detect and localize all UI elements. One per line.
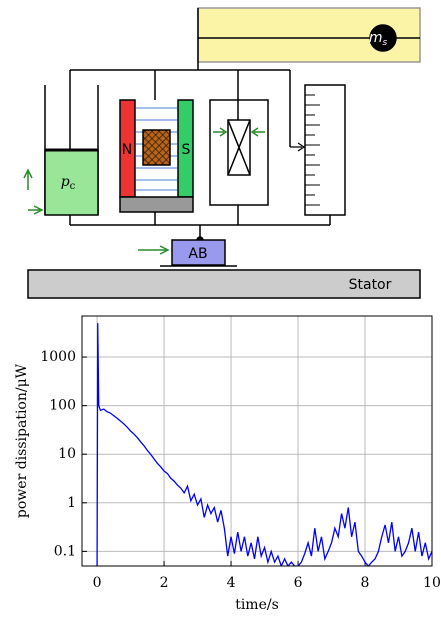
diagram: [23, 7, 421, 299]
y-tick-label: 100: [49, 398, 76, 414]
coil: [142, 129, 171, 166]
x-tick-label: 10: [423, 575, 441, 591]
x-tick-label: 8: [361, 575, 370, 591]
x-tick-label: 2: [160, 575, 169, 591]
x-axis-label: time/s: [235, 597, 279, 613]
plot-area: [82, 316, 432, 566]
bearing: [171, 239, 226, 266]
damper: [209, 99, 269, 206]
pointer: [290, 142, 306, 152]
y-tick-label: 1000: [40, 349, 76, 365]
y-axis-label: power dissipation/μW: [14, 363, 30, 518]
y-tick-label: 10: [58, 446, 76, 462]
y-tick-label: 0.1: [54, 543, 76, 559]
arrow: [138, 245, 170, 255]
yoke: [119, 196, 194, 213]
pressure-symbol: p: [61, 174, 70, 190]
bearing-label: AB: [188, 246, 207, 262]
scale-ticks: [305, 94, 320, 206]
south-label: S: [182, 142, 191, 158]
north-label: N: [122, 142, 132, 158]
y-tick-label: 1: [67, 495, 76, 511]
arrow: [23, 168, 44, 215]
stator: [27, 269, 421, 299]
damper-cross: [227, 119, 251, 176]
data-line: [96, 323, 432, 566]
plot-frame: [81, 315, 433, 567]
mass: [369, 24, 397, 52]
x-tick-label: 0: [93, 575, 102, 591]
pressure-subscript: c: [70, 181, 76, 192]
mass-label: ms: [369, 30, 388, 48]
mass-subscript: s: [382, 38, 387, 48]
pressure-label: pc: [61, 174, 76, 192]
mass-symbol: m: [369, 30, 383, 46]
arrow: [213, 127, 265, 137]
stator-label: Stator: [349, 277, 392, 293]
x-tick-label: 4: [227, 575, 236, 591]
x-tick-label: 6: [294, 575, 303, 591]
scale: [304, 84, 346, 216]
